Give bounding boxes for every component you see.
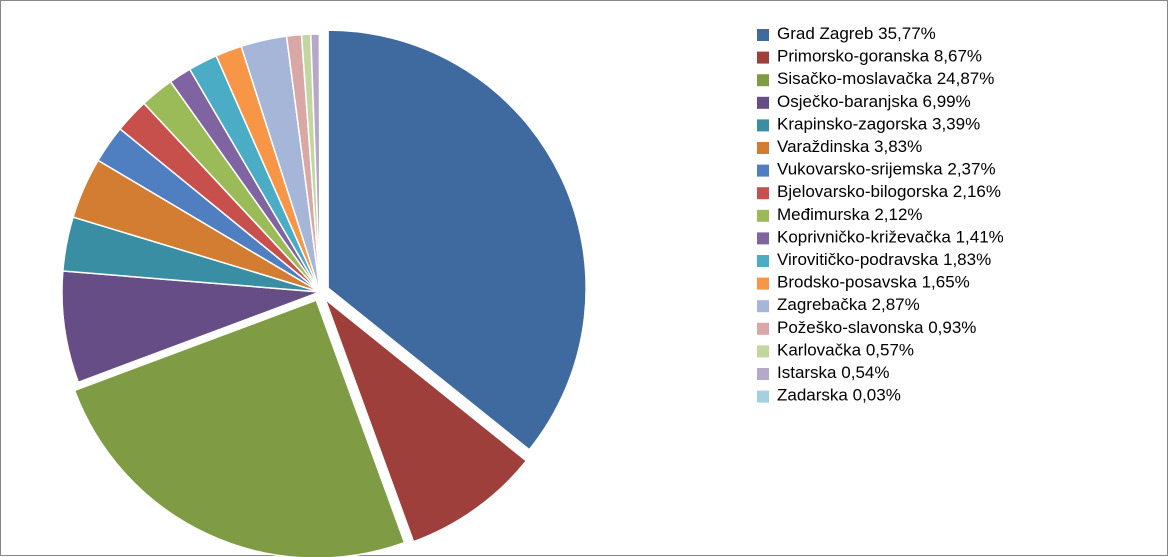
- legend-swatch: [757, 368, 769, 380]
- legend-name: Brodsko-posavska: [777, 273, 917, 292]
- legend-name: Varaždinska: [777, 137, 870, 156]
- pie-slice: [61, 270, 321, 384]
- legend-name: Sisačko-moslavačka: [777, 70, 932, 89]
- legend-label: Krapinsko-zagorska 3,39%: [777, 115, 980, 134]
- legend-value: 0,57%: [866, 341, 914, 360]
- legend-label: Osječko-baranjska 6,99%: [777, 92, 971, 111]
- legend-name: Krapinsko-zagorska: [777, 115, 928, 134]
- legend-value: 2,12%: [874, 205, 922, 224]
- legend-value: 24,87%: [937, 70, 995, 89]
- legend-label: Koprivničko-križevačka 1,41%: [777, 228, 1004, 247]
- legend-name: Virovitičko-podravska: [777, 250, 939, 269]
- legend-name: Osječko-baranjska: [777, 92, 918, 111]
- legend-value: 1,83%: [943, 250, 991, 269]
- legend-label: Varaždinska 3,83%: [777, 137, 922, 156]
- legend-swatch: [757, 142, 769, 154]
- legend-name: Međimurska: [777, 205, 870, 224]
- legend-swatch: [757, 164, 769, 177]
- legend-swatch: [757, 96, 769, 109]
- pie-slice: [73, 299, 406, 557]
- legend-label: Sisačko-moslavačka 24,87%: [777, 70, 994, 89]
- legend-value: 3,83%: [874, 137, 922, 156]
- legend-swatch: [757, 51, 769, 64]
- legend-label: Bjelovarsko-bilogorska 2,16%: [777, 183, 1001, 202]
- legend-value: 1,65%: [922, 273, 970, 292]
- legend-value: 3,39%: [932, 115, 980, 134]
- legend-swatch: [757, 29, 769, 41]
- legend-value: 8,67%: [934, 47, 982, 66]
- legend-label: Zagrebačka 2,87%: [777, 296, 920, 315]
- legend-label: Vukovarsko-srijemska 2,37%: [777, 160, 996, 179]
- legend-swatch: [757, 277, 769, 290]
- legend-swatch: [757, 322, 769, 335]
- legend-name: Bjelovarsko-bilogorska: [777, 183, 949, 202]
- pie-slice: [327, 29, 587, 451]
- legend-name: Požeško-slavonska: [777, 318, 924, 337]
- legend-label: Istarska 0,54%: [777, 363, 889, 382]
- legend-value: 0,03%: [853, 386, 901, 405]
- legend-value: 35,77%: [878, 24, 936, 43]
- legend-value: 2,87%: [872, 296, 920, 315]
- legend-value: 0,54%: [841, 363, 889, 382]
- legend-value: 2,16%: [953, 183, 1001, 202]
- legend-swatch: [757, 300, 769, 313]
- legend-label: Brodsko-posavska 1,65%: [777, 273, 970, 292]
- legend-value: 0,93%: [928, 318, 976, 337]
- legend-name: Zagrebačka: [777, 296, 867, 315]
- legend-name: Istarska: [777, 363, 837, 382]
- legend-label: Primorsko-goranska 8,67%: [777, 47, 982, 66]
- legend-swatch: [757, 74, 769, 87]
- legend-name: Vukovarsko-srijemska: [777, 160, 943, 179]
- legend-label: Grad Zagreb 35,77%: [777, 24, 936, 43]
- legend-swatch: [757, 345, 769, 358]
- legend-value: 2,37%: [947, 160, 995, 179]
- legend-label: Požeško-slavonska 0,93%: [777, 318, 976, 337]
- legend-name: Grad Zagreb: [777, 24, 873, 43]
- legend-swatch: [757, 119, 769, 132]
- legend-name: Koprivničko-križevačka: [777, 228, 951, 247]
- legend-swatch: [757, 187, 769, 200]
- legend-label: Virovitičko-podravska 1,83%: [777, 250, 991, 269]
- legend-value: 6,99%: [923, 92, 971, 111]
- legend-swatch: [757, 255, 769, 267]
- legend-swatch: [757, 390, 769, 403]
- legend-label: Međimurska 2,12%: [777, 205, 923, 224]
- legend-name: Primorsko-goranska: [777, 47, 930, 66]
- legend-name: Zadarska: [777, 386, 848, 405]
- legend-name: Karlovačka: [777, 341, 862, 360]
- pie-slice: [323, 297, 528, 543]
- legend-value: 1,41%: [956, 228, 1004, 247]
- legend-swatch: [757, 232, 769, 245]
- legend-label: Karlovačka 0,57%: [777, 341, 914, 360]
- legend-swatch: [757, 209, 769, 222]
- legend-label: Zadarska 0,03%: [777, 386, 901, 405]
